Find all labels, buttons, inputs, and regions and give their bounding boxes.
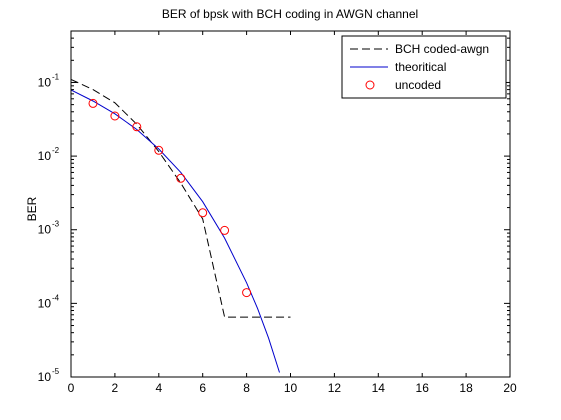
- x-tick-label: 16: [416, 381, 430, 395]
- legend-marker: [365, 80, 375, 90]
- y-tick-label: 10: [38, 296, 52, 310]
- x-tick-label: 20: [503, 381, 517, 395]
- legend-box: [341, 35, 507, 99]
- y-tick-label: 10: [38, 75, 52, 89]
- legend: BCH coded-awgn theoritical uncoded: [341, 35, 507, 99]
- x-tick-label: 14: [372, 381, 386, 395]
- uncoded-point: [242, 288, 252, 298]
- y-tick-exponent: -1: [52, 72, 60, 81]
- x-tick-label: 2: [112, 381, 119, 395]
- y-tick-exponent: -4: [52, 293, 60, 302]
- y-tick-label: 10: [38, 370, 52, 384]
- legend-label: theoritical: [395, 60, 446, 74]
- y-tick-label: 10: [38, 223, 52, 237]
- uncoded-point: [110, 111, 120, 121]
- uncoded-point: [220, 225, 230, 235]
- y-tick-label: 10: [38, 149, 52, 163]
- chart-title: BER of bpsk with BCH coding in AWGN chan…: [162, 7, 418, 21]
- plot-marks: [71, 78, 291, 373]
- x-tick-label: 12: [328, 381, 342, 395]
- y-tick-exponent: -5: [52, 367, 60, 376]
- x-tick-label: 4: [155, 381, 162, 395]
- bch-coded-line: [71, 78, 291, 318]
- uncoded-point: [154, 145, 164, 155]
- uncoded-point: [176, 173, 186, 183]
- legend-label: BCH coded-awgn: [395, 42, 489, 56]
- x-tick-label: 8: [243, 381, 250, 395]
- y-tick-exponent: -2: [52, 146, 60, 155]
- legend-label: uncoded: [395, 78, 441, 92]
- theoretical-line: [71, 89, 280, 373]
- x-tick-label: 0: [68, 381, 75, 395]
- uncoded-point: [88, 98, 98, 108]
- uncoded-point: [198, 208, 208, 218]
- x-tick-label: 6: [199, 381, 206, 395]
- x-tick-label: 10: [284, 381, 298, 395]
- uncoded-point: [132, 122, 142, 132]
- x-tick-label: 18: [459, 381, 473, 395]
- y-axis-label: BER: [25, 196, 39, 221]
- y-tick-exponent: -3: [52, 220, 60, 229]
